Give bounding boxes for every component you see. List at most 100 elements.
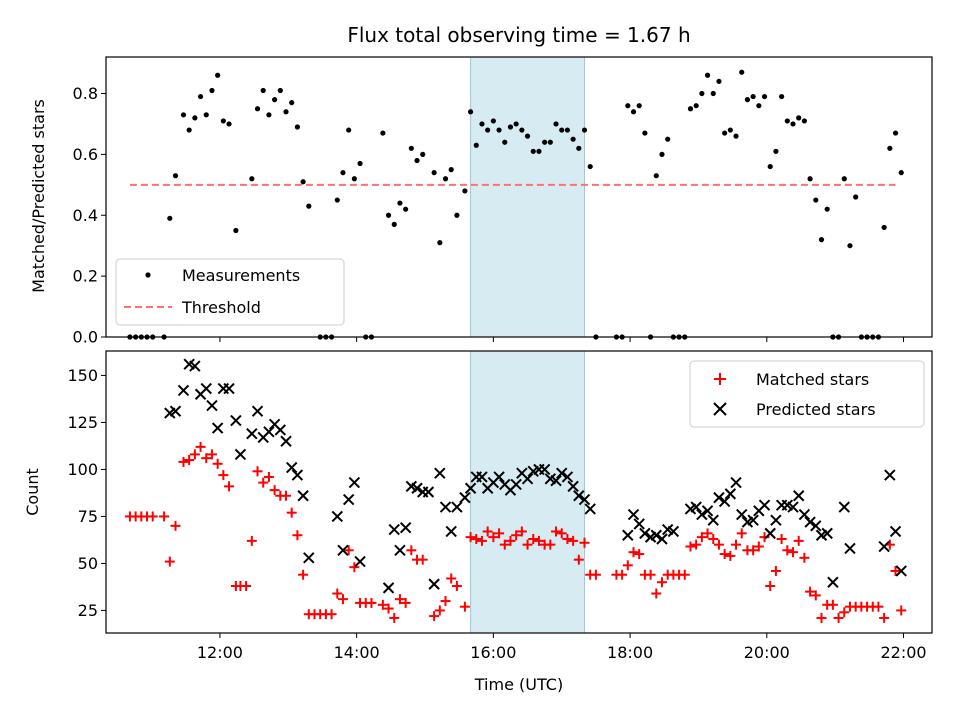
predicted-stars-point	[251, 405, 264, 417]
measurements-point	[761, 93, 768, 100]
predicted-stars-point	[510, 478, 522, 491]
predicted-stars-point	[211, 422, 224, 434]
predicted-stars-point	[758, 499, 771, 511]
measurements-point	[507, 124, 514, 130]
measurements-point	[385, 212, 392, 218]
measurements-point	[496, 127, 502, 133]
measurements-point	[704, 72, 711, 78]
bottom-series-layer	[124, 358, 907, 623]
top-axes-frame	[105, 56, 933, 338]
predicted-stars-point	[422, 486, 435, 498]
y-tick-label: 0.0	[73, 328, 98, 347]
x-tick-label: 12:00	[197, 643, 243, 662]
y-tick-label: 75	[78, 507, 98, 526]
predicted-stars-point	[388, 523, 400, 536]
predicted-stars-point	[747, 514, 759, 526]
matched-stars-point	[195, 441, 206, 452]
measurements-point	[408, 145, 414, 151]
matched-stars-point	[269, 485, 280, 496]
measurements-point	[807, 176, 813, 182]
bottom-highlight-span	[470, 350, 586, 634]
measurements-point	[559, 127, 565, 133]
bottom-y-axis-label: Count	[23, 468, 42, 516]
measurements-point	[847, 243, 853, 249]
predicted-stars-point	[787, 501, 799, 513]
measurements-point	[779, 93, 785, 100]
predicted-stars-point	[713, 491, 725, 504]
predicted-stars-point	[337, 544, 349, 556]
measurements-point	[467, 109, 474, 115]
measurements-point	[272, 97, 278, 103]
measurements-point	[784, 118, 790, 124]
measurements-point	[892, 130, 899, 136]
legend-threshold-label: Threshold	[181, 298, 261, 317]
predicted-stars-point	[464, 482, 477, 494]
matched-stars-point	[634, 549, 645, 560]
predicted-stars-point	[627, 508, 640, 521]
measurements-point	[485, 127, 491, 133]
predicted-stars-point	[476, 471, 488, 483]
measurements-point	[167, 215, 173, 221]
measurements-point	[625, 103, 631, 109]
legend-predicted-label: Predicted stars	[756, 400, 876, 419]
top-legend: Measurements Threshold	[115, 258, 345, 326]
measurements-point	[334, 197, 340, 203]
measurements-point	[818, 237, 825, 243]
predicted-stars-point	[736, 508, 748, 521]
matched-stars-point	[298, 569, 309, 580]
predicted-stars-point	[331, 510, 343, 523]
predicted-stars-point	[459, 491, 471, 504]
predicted-stars-point	[354, 555, 366, 568]
predicted-stars-point	[234, 448, 247, 461]
measurements-point	[479, 121, 485, 127]
measurements-point	[547, 139, 553, 145]
matched-stars-point	[765, 581, 776, 591]
predicted-stars-point	[223, 382, 235, 395]
legend-measurements-marker	[145, 272, 151, 278]
matched-stars-point	[628, 547, 639, 558]
measurements-point	[564, 127, 571, 133]
matched-stars-point	[545, 539, 556, 550]
predicted-stars-point	[521, 473, 534, 485]
predicted-stars-point	[804, 516, 816, 528]
predicted-stars-point	[792, 490, 805, 502]
measurements-point	[767, 163, 773, 170]
predicted-stars-point	[348, 476, 361, 489]
predicted-stars-point	[439, 501, 452, 513]
measurements-point	[756, 103, 762, 109]
predicted-stars-point	[573, 490, 585, 502]
measurements-point	[542, 139, 548, 145]
bottom-panel: 25 50 75 100 125 150 12:00 14:00 16:00 18:00 20:00…	[23, 350, 933, 694]
predicted-stars-point	[169, 405, 182, 417]
measurements-point	[226, 121, 232, 127]
x-tick-label: 22:00	[880, 643, 926, 662]
measurements-point	[283, 109, 289, 115]
matched-stars-point	[184, 455, 195, 466]
measurements-point	[659, 151, 665, 157]
measurements-point	[203, 112, 209, 118]
predicted-stars-point	[263, 426, 275, 438]
measurements-point	[249, 176, 255, 182]
matched-stars-point	[326, 609, 337, 620]
legend-measurements-label: Measurements	[182, 266, 300, 285]
predicted-stars-point	[701, 505, 714, 517]
predicted-stars-point	[303, 552, 315, 564]
y-tick-label: 0.2	[73, 267, 98, 286]
measurements-point	[653, 173, 659, 179]
measurements-point	[391, 221, 397, 227]
x-tick-label: 16:00	[470, 643, 516, 662]
measurements-point	[260, 87, 266, 94]
measurements-point	[824, 206, 830, 212]
predicted-stars-point	[556, 467, 568, 479]
matched-stars-point	[246, 535, 257, 546]
predicted-stars-point	[884, 469, 896, 481]
predicted-stars-point	[838, 501, 850, 513]
predicted-stars-point	[189, 360, 201, 372]
matched-stars-point	[451, 581, 462, 591]
matched-stars-point	[736, 528, 747, 539]
measurements-point	[233, 227, 239, 234]
measurements-point	[490, 118, 496, 124]
top-highlight-span	[470, 56, 586, 338]
measurements-point	[397, 200, 403, 206]
matched-stars-point	[476, 535, 487, 546]
